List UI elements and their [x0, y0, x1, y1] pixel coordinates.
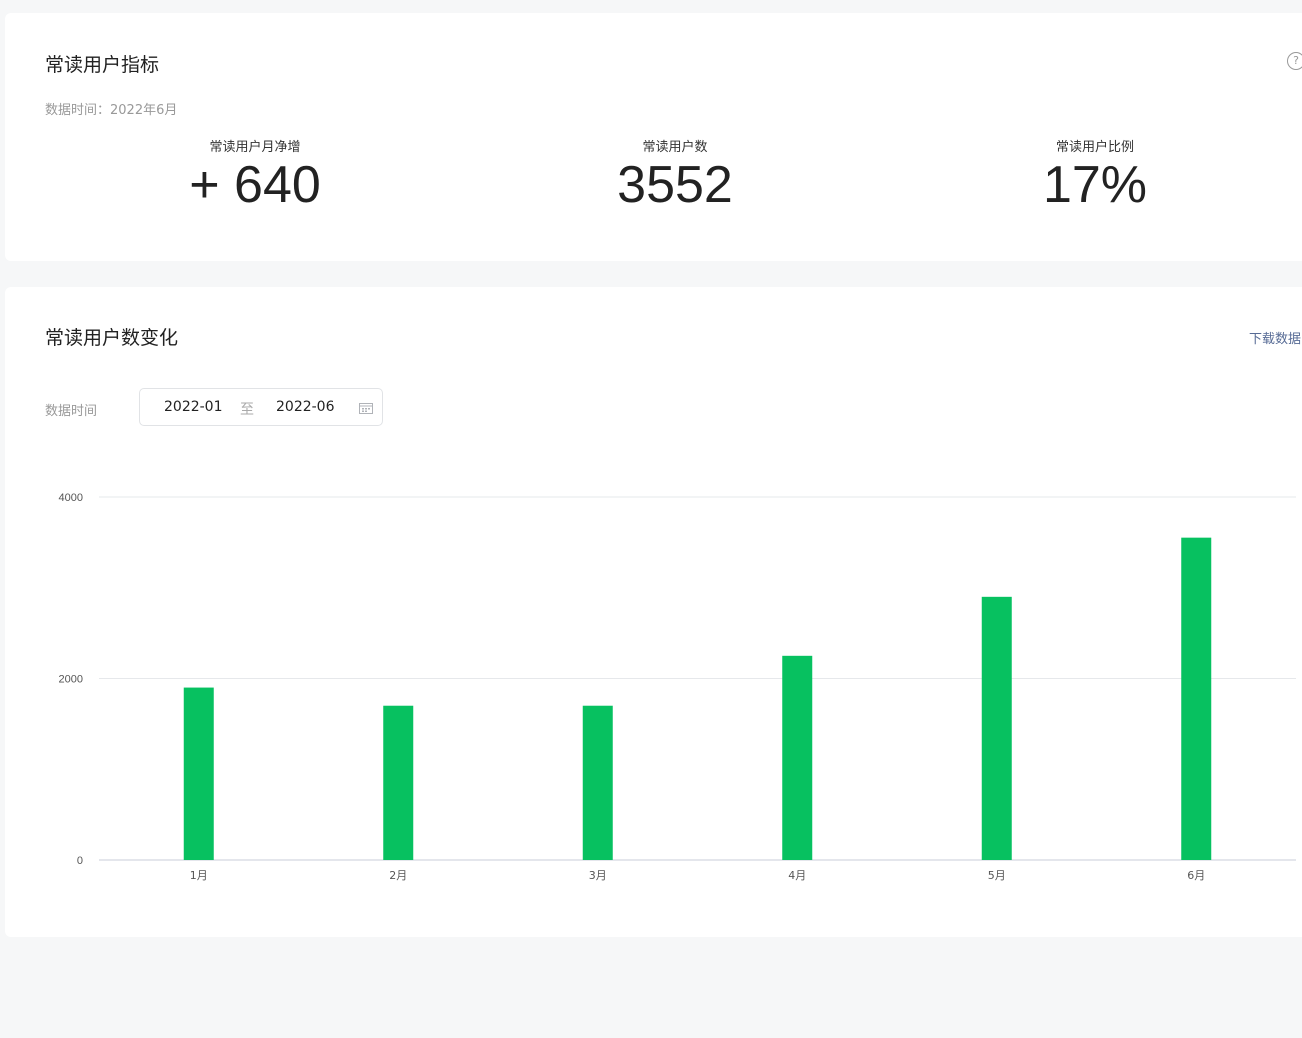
x-tick-label: 5月 — [988, 869, 1006, 882]
metric-user-ratio: 常读用户比例 17% — [945, 136, 1245, 215]
y-tick-label: 4000 — [59, 492, 83, 504]
x-tick-label: 4月 — [788, 869, 806, 882]
calendar-icon[interactable] — [359, 402, 373, 418]
range-separator: 至 — [240, 402, 254, 418]
range-start-input[interactable]: 2022-01 — [164, 399, 223, 415]
metric-net-increase: 常读用户月净增 + 640 — [105, 136, 405, 215]
metrics-card: 常读用户指标 ? 数据时间：2022年6月 常读用户月净增 + 640 常读用户… — [5, 13, 1302, 261]
metric-user-count: 常读用户数 3552 — [525, 136, 825, 215]
y-tick-label: 0 — [77, 855, 83, 867]
date-range-picker[interactable]: 2022-01 至 2022-06 — [139, 388, 383, 426]
metric-value: 17% — [1042, 156, 1148, 214]
x-tick-label: 3月 — [589, 869, 607, 882]
bar — [383, 705, 414, 860]
x-tick-label: 2月 — [389, 869, 407, 882]
metric-label: 常读用户月净增 — [209, 140, 301, 155]
metric-value: + 640 — [189, 156, 321, 214]
bar — [183, 687, 214, 860]
bar — [582, 705, 613, 860]
trend-card-title: 常读用户数变化 — [45, 327, 179, 349]
user-count-chart: 0 2000 4000 1月 2月 3月 4月 5月 6月 — [59, 492, 1296, 882]
x-tick-label: 1月 — [190, 869, 208, 882]
metric-value: 3552 — [617, 156, 733, 214]
metrics-card-title: 常读用户指标 — [45, 54, 160, 76]
trend-card: 常读用户数变化 下载数据 数据时间 2022-01 至 2022-06 0 200… — [5, 287, 1302, 937]
question-circle-icon[interactable]: ? — [1287, 52, 1302, 70]
download-data-link[interactable]: 下载数据 — [1249, 332, 1302, 347]
range-end-input[interactable]: 2022-06 — [276, 399, 335, 415]
x-tick-label: 6月 — [1187, 869, 1205, 882]
bar — [981, 596, 1012, 860]
data-time: 数据时间：2022年6月 — [45, 103, 178, 118]
range-label: 数据时间 — [45, 404, 98, 419]
bar — [1181, 537, 1212, 860]
bar — [782, 655, 813, 860]
y-tick-label: 2000 — [59, 674, 83, 686]
metric-label: 常读用户比例 — [1055, 140, 1134, 155]
metric-label: 常读用户数 — [642, 140, 708, 155]
